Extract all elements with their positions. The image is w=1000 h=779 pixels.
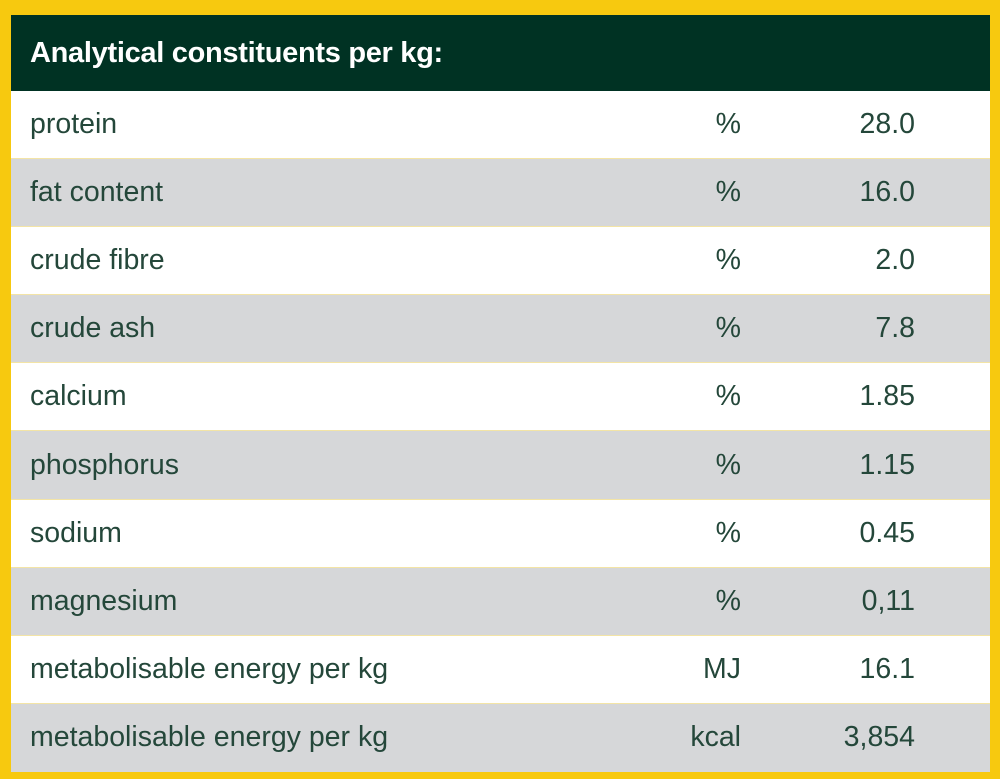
table-row: metabolisable energy per kg kcal 3,854 (11, 703, 990, 772)
constituent-name: fat content (30, 176, 164, 209)
constituent-name: crude fibre (30, 244, 165, 277)
constituent-value: 1.85 (859, 380, 915, 413)
table-row: crude ash % 7.8 (11, 295, 990, 364)
constituent-value: 28.0 (859, 108, 915, 141)
constituent-unit: % (715, 176, 741, 209)
table-row: protein % 28.0 (11, 91, 990, 160)
constituent-value: 0.45 (859, 516, 915, 549)
constituent-value: 0,11 (861, 584, 915, 617)
constituent-unit: % (715, 244, 741, 277)
constituent-unit: % (715, 584, 741, 617)
constituent-unit: % (715, 516, 741, 549)
constituent-unit: % (715, 448, 741, 481)
table-row: crude fibre % 2.0 (11, 227, 990, 296)
table-row: phosphorus % 1.15 (11, 431, 990, 500)
table-row: sodium % 0.45 (11, 499, 990, 568)
constituent-name: metabolisable energy per kg (30, 652, 389, 685)
constituent-value: 2.0 (875, 244, 915, 277)
constituent-value: 16.0 (859, 176, 915, 209)
table-title: Analytical constituents per kg: (11, 15, 990, 91)
constituent-name: calcium (30, 380, 127, 413)
constituent-name: protein (30, 108, 118, 141)
analytical-constituents-table: Analytical constituents per kg: protein … (11, 15, 990, 772)
constituent-value: 16.1 (859, 652, 915, 685)
constituent-value: 3,854 (843, 721, 915, 754)
constituent-unit: MJ (703, 652, 741, 685)
table-row: metabolisable energy per kg MJ 16.1 (11, 635, 990, 704)
constituent-value: 1.15 (859, 448, 915, 481)
constituent-unit: % (715, 108, 741, 141)
constituent-name: sodium (30, 516, 122, 549)
constituent-unit: % (715, 380, 741, 413)
constituent-name: magnesium (30, 584, 178, 617)
constituent-name: metabolisable energy per kg (30, 721, 389, 754)
table-body: protein % 28.0 fat content % 16.0 crude … (11, 91, 990, 772)
constituent-unit: kcal (690, 721, 741, 754)
table-row: magnesium % 0,11 (11, 567, 990, 636)
constituent-unit: % (715, 312, 741, 345)
constituent-name: phosphorus (30, 448, 179, 481)
constituent-name: crude ash (30, 312, 156, 345)
constituent-value: 7.8 (875, 312, 915, 345)
table-row: calcium % 1.85 (11, 363, 990, 432)
table-row: fat content % 16.0 (11, 159, 990, 228)
